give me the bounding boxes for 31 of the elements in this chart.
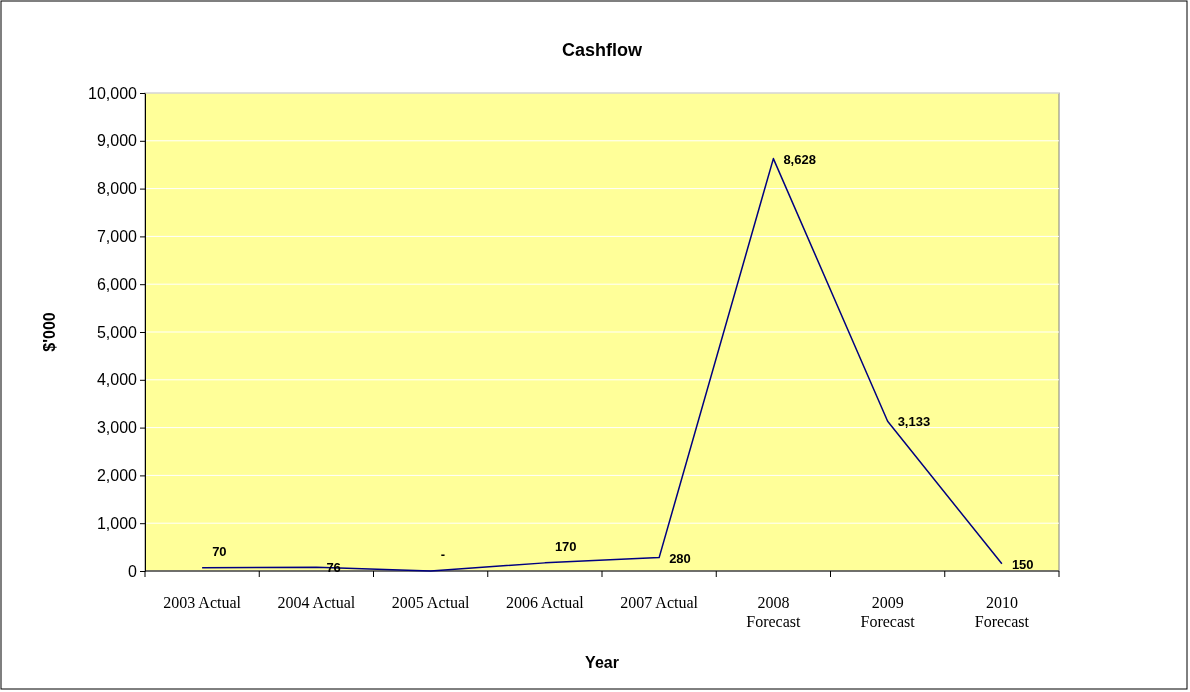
y-axis-title: $'000 (41, 312, 58, 352)
y-tick-label: 7,000 (96, 228, 138, 246)
data-label: 150 (1011, 556, 1034, 572)
y-tick-label: 9,000 (96, 132, 138, 150)
x-tick-label: 2010 Forecast (974, 594, 1030, 630)
y-tick-label: 2,000 (96, 467, 138, 485)
y-tick-label: 3,000 (96, 419, 138, 437)
data-label: 70 (212, 543, 227, 559)
x-tick-label: 2005 Actual (391, 594, 471, 611)
y-tick-label: 8,000 (96, 180, 138, 198)
x-axis-title: Year (585, 654, 619, 671)
data-label: 170 (554, 538, 577, 554)
y-tick-label: 6,000 (96, 275, 138, 293)
data-label: - (440, 547, 445, 562)
line-series (201, 157, 1003, 572)
y-tick-label: 4,000 (96, 371, 138, 389)
y-tick-label: 10,000 (88, 84, 138, 102)
y-tick-label: 5,000 (96, 323, 138, 341)
x-tick-label: 2009 Forecast (860, 594, 916, 630)
data-label: 3,133 (897, 414, 931, 430)
y-tick-label: 0 (128, 562, 138, 580)
x-tick-label: 2007 Actual (620, 594, 699, 611)
y-tick-label: 1,000 (96, 514, 138, 532)
data-label: 280 (669, 550, 691, 566)
data-label: 8,628 (783, 151, 816, 167)
x-tick-label: 2008 Forecast (746, 594, 802, 630)
x-tick-label: 2003 Actual (163, 594, 242, 611)
x-tick-label: 2006 Actual (505, 594, 585, 611)
data-label: 76 (326, 560, 341, 576)
chart-title: Cashflow (561, 40, 643, 60)
x-tick-label: 2004 Actual (277, 594, 356, 611)
